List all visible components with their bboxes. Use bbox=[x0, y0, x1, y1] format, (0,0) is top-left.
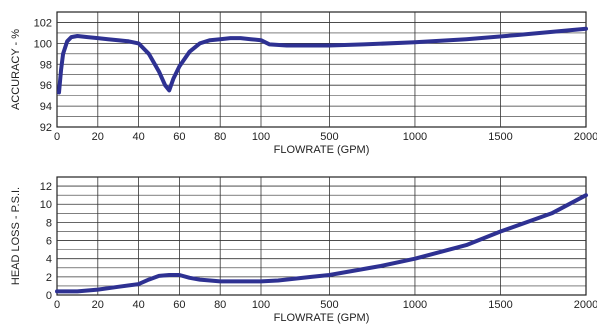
head-loss-ytick-label: 4 bbox=[46, 254, 52, 266]
accuracy-xtick-label: 0 bbox=[54, 131, 60, 143]
accuracy-ytick-label: 94 bbox=[40, 101, 52, 113]
accuracy-ytick-label: 96 bbox=[40, 80, 52, 92]
accuracy-ytick-label: 102 bbox=[34, 17, 52, 29]
accuracy-xtick-label: 40 bbox=[132, 131, 144, 143]
head-loss-xtick-label: 2000 bbox=[574, 299, 597, 311]
accuracy-xtick-label: 60 bbox=[173, 131, 185, 143]
accuracy-xtick-label: 1500 bbox=[488, 131, 512, 143]
head-loss-ytick-label: 6 bbox=[46, 236, 52, 248]
head-loss-x-axis-title: FLOWRATE (GPM) bbox=[274, 312, 370, 324]
head-loss-ytick-label: 12 bbox=[40, 181, 52, 193]
head-loss-xtick-label: 1500 bbox=[488, 299, 512, 311]
head-loss-xtick-label: 1000 bbox=[403, 299, 427, 311]
accuracy-xtick-label: 500 bbox=[320, 131, 338, 143]
accuracy-y-axis-title: ACCURACY - % bbox=[10, 29, 22, 110]
accuracy-xtick-label: 2000 bbox=[574, 131, 597, 143]
accuracy-x-axis-title: FLOWRATE (GPM) bbox=[274, 144, 370, 156]
accuracy-xtick-label: 20 bbox=[92, 131, 104, 143]
head-loss-y-axis-title: HEAD LOSS - P.S.I. bbox=[10, 187, 22, 285]
head-loss-ytick-label: 8 bbox=[46, 217, 52, 229]
head-loss-ytick-label: 2 bbox=[46, 272, 52, 284]
accuracy-xtick-label: 80 bbox=[214, 131, 226, 143]
head-loss-xtick-label: 40 bbox=[132, 299, 144, 311]
accuracy-ytick-label: 92 bbox=[40, 122, 52, 134]
accuracy-plot-frame bbox=[56, 11, 587, 128]
head-loss-plot-frame bbox=[56, 176, 587, 296]
head-loss-xtick-label: 500 bbox=[320, 299, 338, 311]
head-loss-xtick-label: 100 bbox=[252, 299, 270, 311]
accuracy-series-line bbox=[57, 26, 588, 95]
accuracy-ytick-label: 100 bbox=[34, 38, 52, 50]
accuracy-xtick-label: 100 bbox=[252, 131, 270, 143]
head-loss-xtick-label: 60 bbox=[173, 299, 185, 311]
head-loss-xtick-label: 80 bbox=[214, 299, 226, 311]
head-loss-ytick-label: 10 bbox=[40, 199, 52, 211]
head-loss-ytick-label: 0 bbox=[46, 290, 52, 302]
accuracy-xtick-label: 1000 bbox=[403, 131, 427, 143]
accuracy-ytick-label: 98 bbox=[40, 59, 52, 71]
head-loss-xtick-label: 20 bbox=[92, 299, 104, 311]
head-loss-xtick-label: 0 bbox=[54, 299, 60, 311]
head-loss-series-line bbox=[55, 193, 588, 294]
